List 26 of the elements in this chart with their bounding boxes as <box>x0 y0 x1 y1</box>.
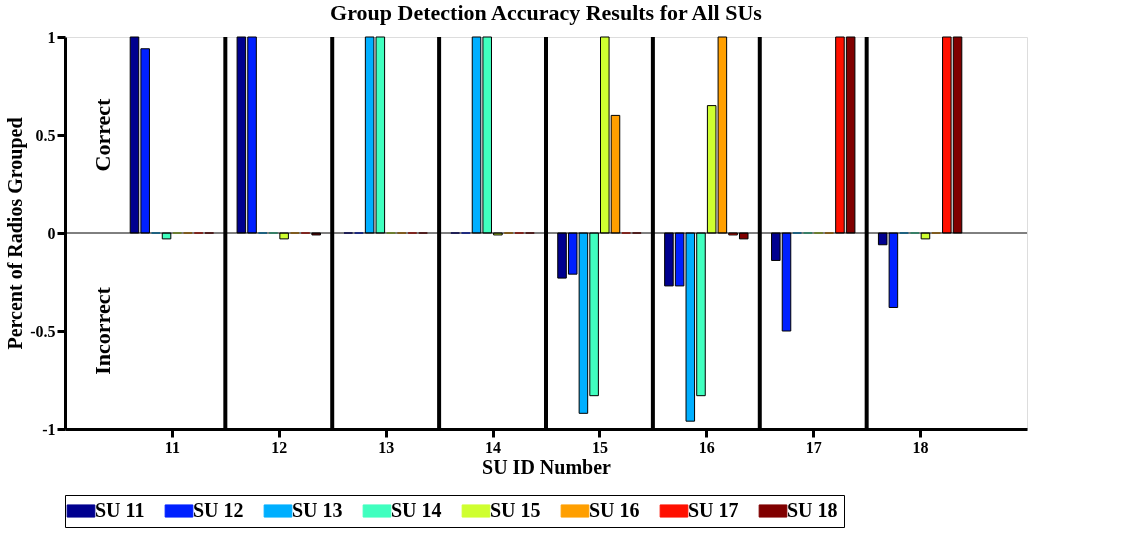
y-tick-label: 0.5 <box>35 126 56 144</box>
x-tick-label: 15 <box>591 438 608 456</box>
x-axis-title: SU ID Number <box>482 455 612 478</box>
x-tick-label: 11 <box>164 438 180 456</box>
legend-label: SU 11 <box>95 499 145 521</box>
y-tick-label: 0 <box>47 224 56 242</box>
legend-label: SU 12 <box>193 499 244 521</box>
legend-label: SU 17 <box>688 499 739 521</box>
legend-label: SU 13 <box>292 499 343 521</box>
legend-label: SU 15 <box>490 499 541 521</box>
y-tick-label: 1 <box>47 28 56 46</box>
legend-label: SU 14 <box>391 499 442 521</box>
x-tick-label: 12 <box>271 438 288 456</box>
x-tick-label: 13 <box>378 438 395 456</box>
legend-label: SU 18 <box>787 499 838 521</box>
x-tick-label: 17 <box>805 438 822 456</box>
annotation: Incorrect <box>90 286 115 375</box>
x-tick-label: 18 <box>912 438 929 456</box>
y-tick-label: -1 <box>42 420 56 438</box>
legend-label: SU 16 <box>589 499 640 521</box>
annotation: Correct <box>90 97 115 172</box>
x-tick-label: 14 <box>485 438 502 456</box>
y-axis-title: Percent of Radios Grouped <box>4 117 28 350</box>
y-tick-label: -0.5 <box>30 322 56 340</box>
x-tick-label: 16 <box>698 438 715 456</box>
chart-title: Group Detection Accuracy Results for All SUs <box>330 0 763 25</box>
